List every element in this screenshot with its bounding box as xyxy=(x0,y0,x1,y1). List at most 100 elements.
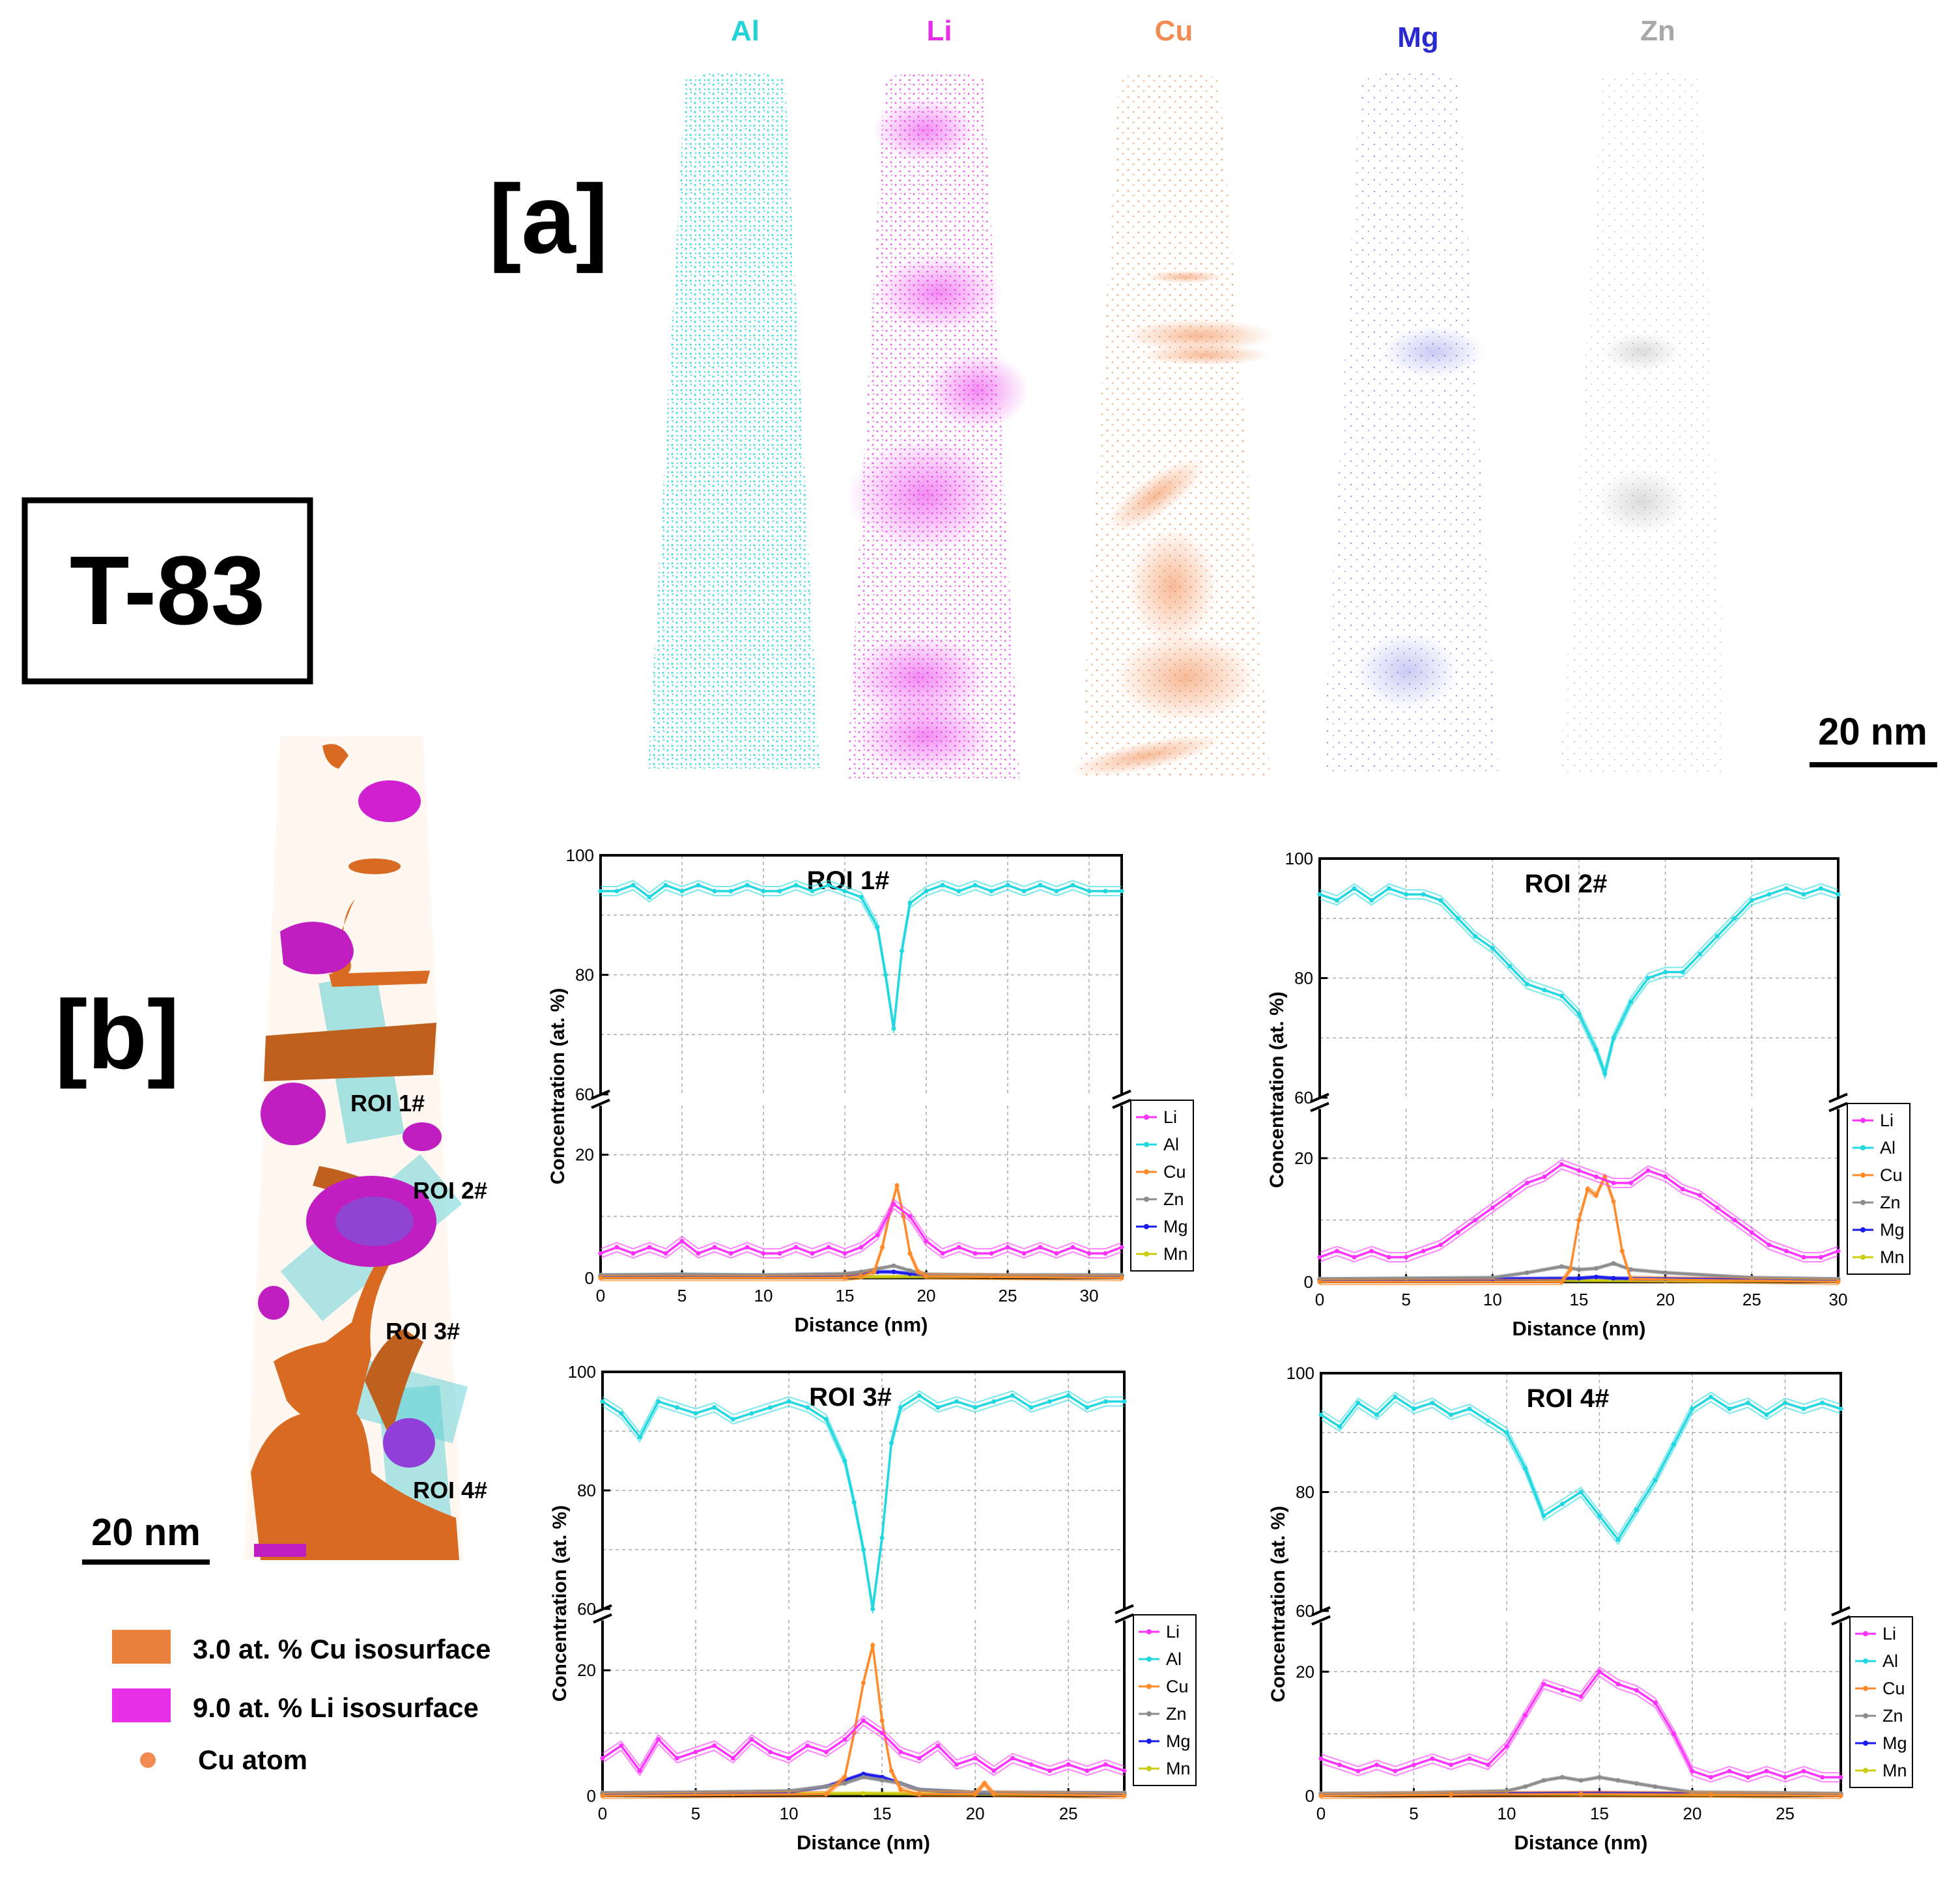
data-point xyxy=(1680,1187,1685,1191)
data-point xyxy=(883,973,888,977)
data-point xyxy=(916,1270,920,1275)
data-point xyxy=(1746,1401,1750,1406)
data-point xyxy=(696,883,701,888)
data-point xyxy=(1634,1781,1639,1786)
data-point xyxy=(1103,1251,1108,1256)
roi-chart-3: 0 5 10 15 20 25 60 80 100 0 20 Distance (nm) Concent… xyxy=(549,1362,1197,1854)
legend-label-mn: Mn xyxy=(1882,1761,1907,1780)
data-point xyxy=(872,1270,877,1275)
data-point xyxy=(1619,1249,1625,1253)
data-point xyxy=(1404,1255,1409,1260)
y-tick-label: 20 xyxy=(577,1660,596,1680)
data-point xyxy=(1524,1180,1529,1186)
x-tick-label: 5 xyxy=(677,1286,687,1305)
data-point xyxy=(614,889,619,894)
data-point xyxy=(1005,1245,1010,1250)
series-band-lower xyxy=(601,1188,1122,1281)
series-band-upper xyxy=(1320,1791,1841,1794)
roi-label-4: ROI 4# xyxy=(413,1477,487,1503)
data-point xyxy=(1671,1442,1676,1447)
x-tick-label: 10 xyxy=(754,1286,773,1305)
data-point xyxy=(1404,892,1409,897)
data-point xyxy=(973,1756,978,1761)
data-point xyxy=(1504,1788,1509,1793)
data-point xyxy=(1085,1768,1090,1773)
data-point xyxy=(656,1737,661,1742)
data-point xyxy=(1836,1279,1841,1285)
x-tick-label: 0 xyxy=(1316,1804,1326,1823)
data-point xyxy=(1568,1267,1573,1272)
series-band-lower xyxy=(602,1724,1125,1777)
legend-marker-li xyxy=(1863,1631,1868,1636)
y-tick-label: 20 xyxy=(1296,1662,1314,1681)
data-point xyxy=(786,1399,791,1404)
legend-label-zn: Zn xyxy=(1882,1706,1903,1726)
data-point xyxy=(823,1784,829,1789)
legend-marker-mn xyxy=(1863,1768,1868,1773)
legend-label-mn: Mn xyxy=(1880,1247,1905,1267)
data-point xyxy=(1337,1424,1342,1429)
data-point xyxy=(614,1245,619,1250)
isosurface-legend: 3.0 at. % Cu isosurface 9.0 at. % Li iso… xyxy=(112,1630,491,1775)
data-point xyxy=(842,1251,847,1256)
data-point xyxy=(1438,1242,1443,1247)
axis-break-mark xyxy=(1831,1615,1851,1626)
series-line xyxy=(601,883,1122,1029)
data-point xyxy=(728,1251,733,1256)
y-tick-label: 0 xyxy=(1304,1272,1313,1292)
data-point xyxy=(1594,1274,1599,1279)
data-point xyxy=(1578,1694,1584,1699)
data-point xyxy=(898,1750,903,1754)
axis-break-mark xyxy=(1828,1092,1848,1103)
legend-box xyxy=(1133,1614,1197,1786)
legend-label-zn: Zn xyxy=(1163,1189,1184,1209)
series-line xyxy=(601,1185,1122,1279)
data-point xyxy=(619,1743,624,1748)
roi-label-2: ROI 2# xyxy=(413,1177,487,1204)
data-point xyxy=(1783,886,1789,891)
data-point xyxy=(1369,1249,1374,1253)
y-tick-label: 0 xyxy=(585,1268,594,1288)
data-point xyxy=(637,1768,642,1773)
data-point xyxy=(1560,1501,1565,1507)
data-point xyxy=(1559,1162,1564,1167)
series-line xyxy=(1320,1670,1841,1779)
data-point xyxy=(1486,1418,1490,1423)
data-point xyxy=(600,1399,605,1404)
data-point xyxy=(1653,1700,1658,1705)
data-point xyxy=(1356,1769,1361,1774)
data-point xyxy=(973,1791,978,1797)
element-map-cu: Cu xyxy=(1070,15,1273,778)
series-band-lower xyxy=(602,1399,1124,1614)
data-point xyxy=(631,1251,636,1256)
y-axis-title: Concentration (at. %) xyxy=(549,1505,571,1702)
data-point xyxy=(1690,1406,1695,1412)
series-cu xyxy=(598,1182,1124,1281)
data-point xyxy=(786,1788,791,1793)
data-point xyxy=(924,889,929,894)
data-point xyxy=(1473,1217,1478,1223)
data-point xyxy=(598,1275,603,1281)
data-point xyxy=(861,1791,866,1796)
series-band-lower xyxy=(1319,1168,1839,1263)
legend-label-cu: Cu xyxy=(1882,1679,1905,1698)
data-point xyxy=(861,1547,866,1552)
series-band-upper xyxy=(1319,1261,1839,1279)
y-tick-label: 60 xyxy=(575,1085,594,1104)
data-point xyxy=(954,1762,959,1767)
data-point xyxy=(1767,892,1772,897)
data-point xyxy=(916,1756,922,1761)
element-map-li: Li xyxy=(847,15,1029,778)
legend-marker-al xyxy=(1860,1145,1866,1150)
data-point xyxy=(1103,1762,1108,1767)
legend-label-mg: Mg xyxy=(1880,1220,1905,1240)
data-point xyxy=(1490,946,1495,951)
data-point xyxy=(1663,1270,1668,1275)
legend-marker-zn xyxy=(1144,1197,1149,1202)
data-point xyxy=(1714,1205,1720,1210)
y-tick-label: 60 xyxy=(577,1599,596,1619)
data-point xyxy=(1801,892,1806,897)
data-point xyxy=(679,1238,685,1244)
data-point xyxy=(1559,1279,1564,1285)
